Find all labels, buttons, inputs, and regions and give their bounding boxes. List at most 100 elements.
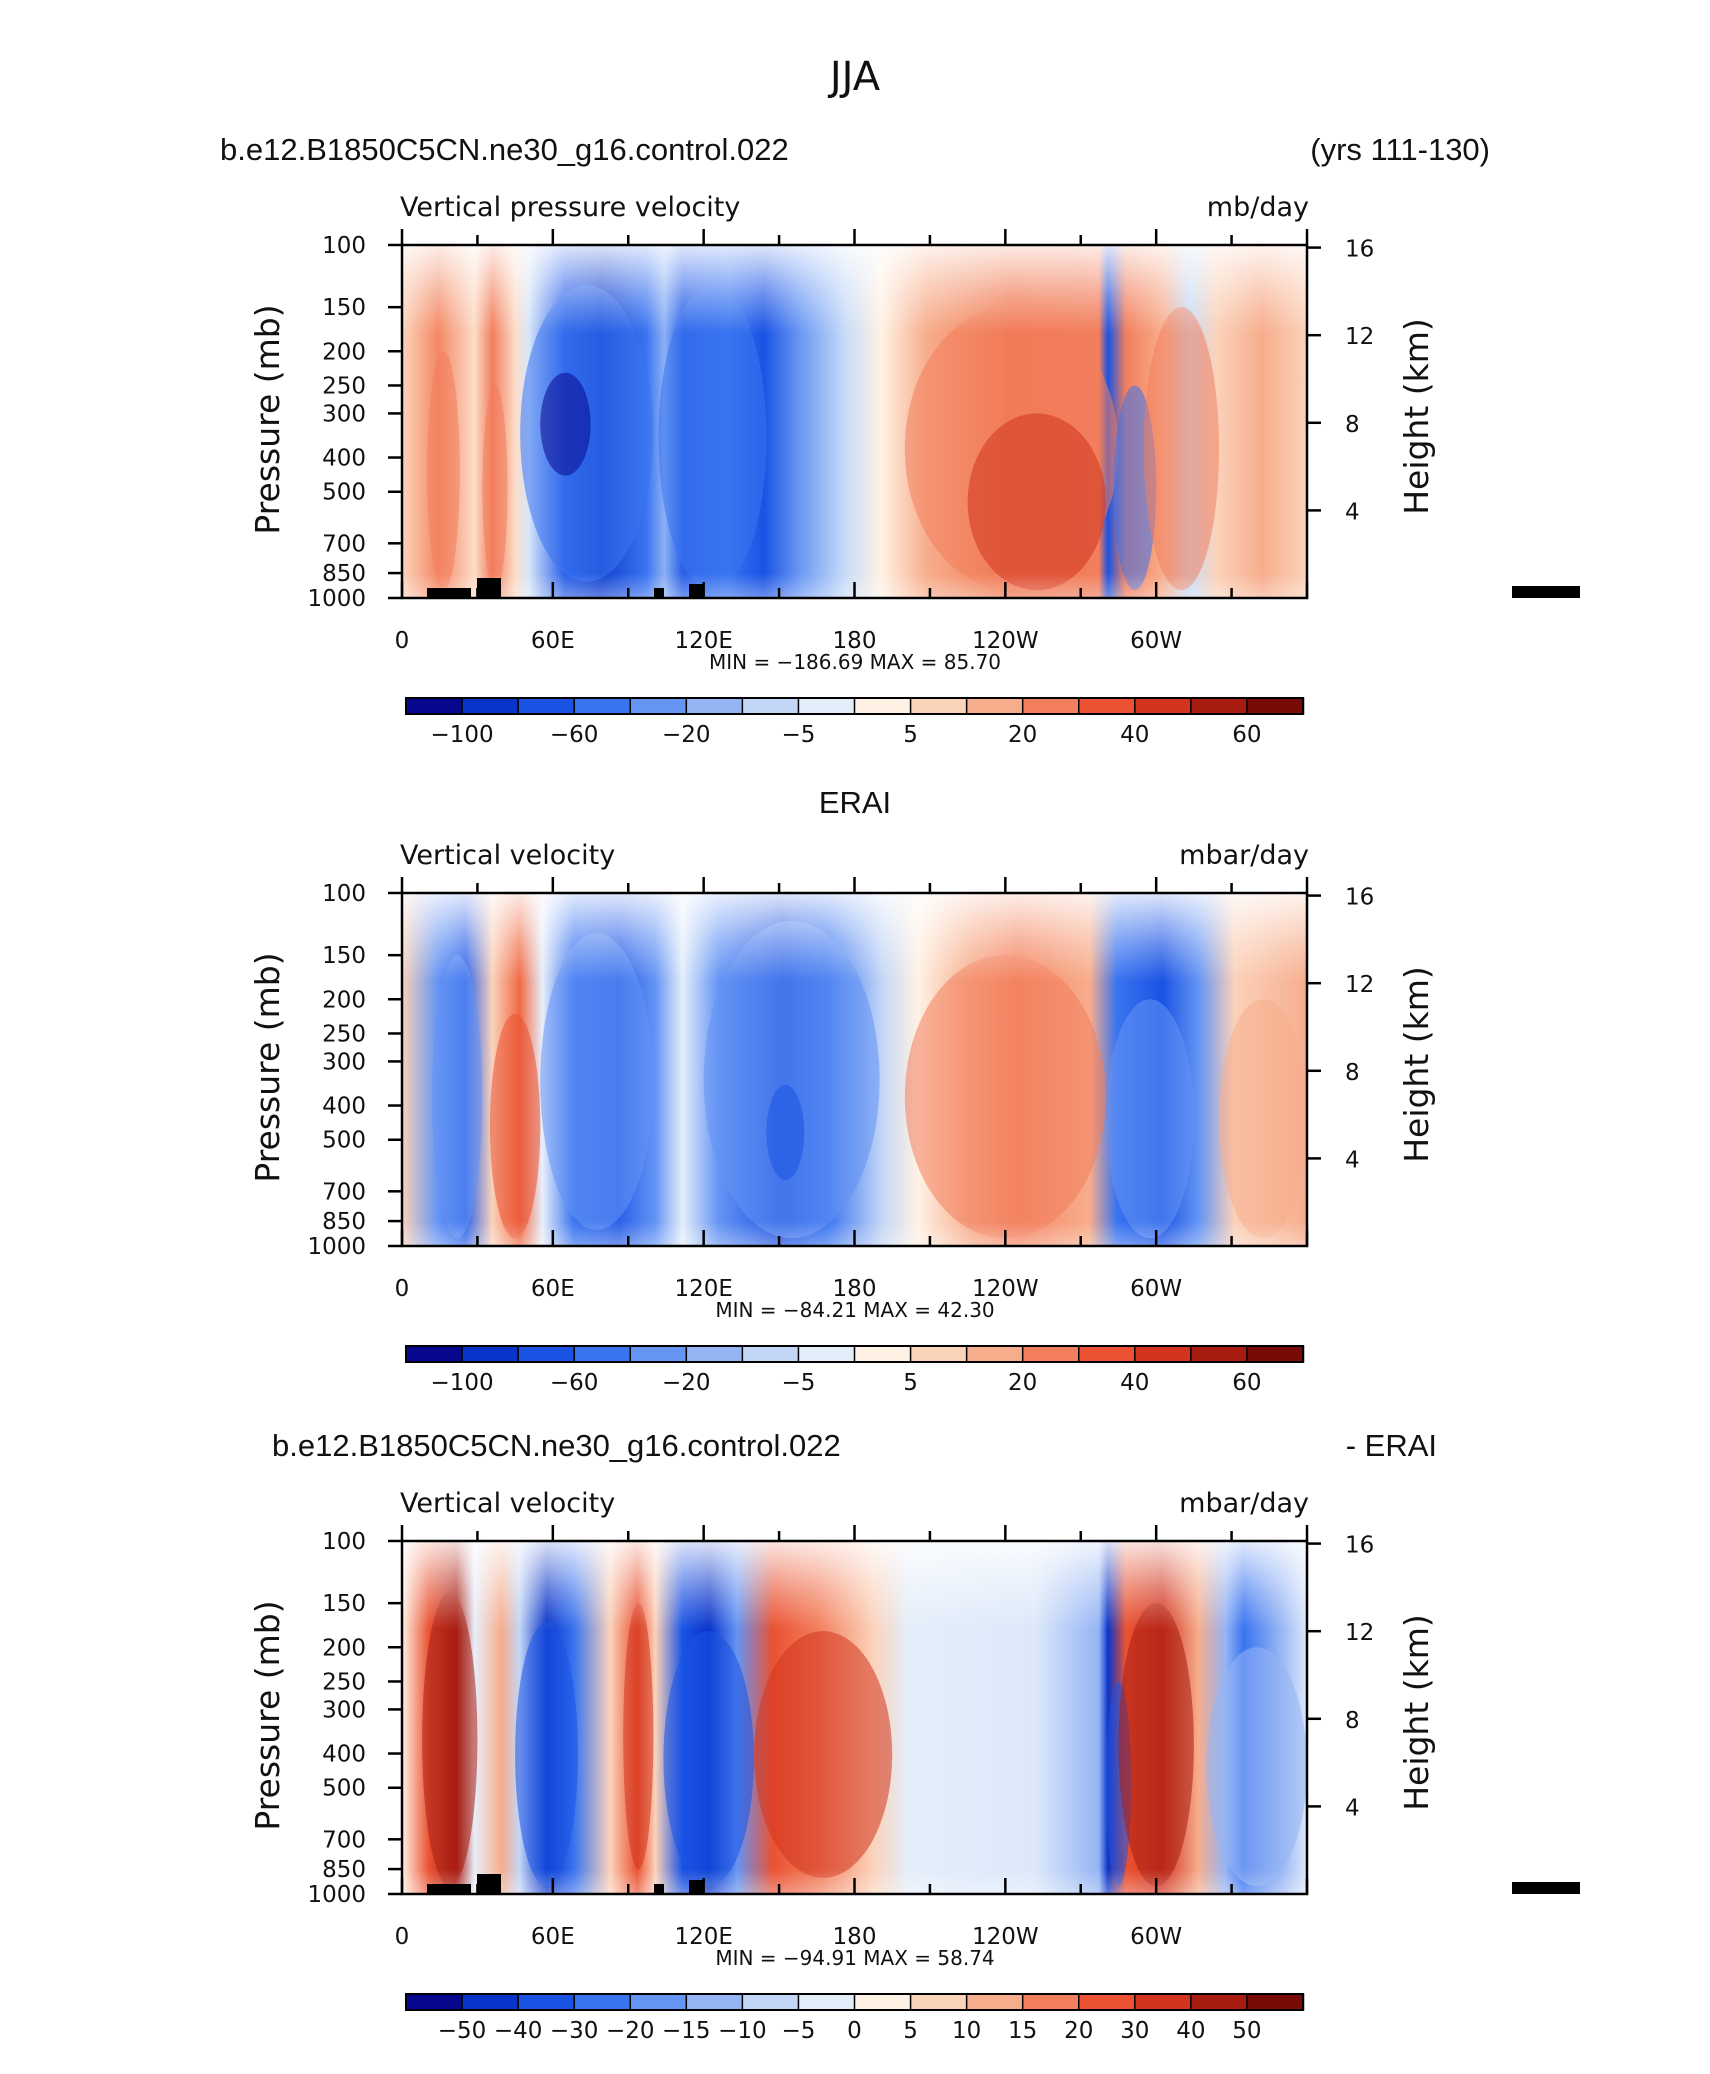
colorbar-swatch — [1078, 1345, 1137, 1363]
y-tick-label: 100 — [322, 881, 366, 907]
y-tick-label: 700 — [322, 1827, 366, 1853]
field-fade — [402, 1541, 1307, 1894]
colorbar-label: 5 — [903, 1370, 918, 1396]
y-tick-right-label: 16 — [1345, 1533, 1374, 1559]
colorbar-swatch — [853, 1345, 912, 1363]
colorbar-swatch — [461, 1993, 520, 2011]
colorbar-swatch — [685, 697, 744, 715]
colorbar-swatch — [909, 1993, 968, 2011]
y-axis-right-title: Height (km) — [1397, 966, 1436, 1163]
colorbar-label: 0 — [847, 2018, 862, 2044]
colorbar-swatch — [461, 1345, 520, 1363]
variable-label: Vertical velocity — [400, 1488, 615, 1519]
panels: b.e12.B1850C5CN.ne30_g16.control.022 (yrs… — [220, 132, 1580, 2044]
y-tick-label: 850 — [322, 1209, 366, 1235]
y-tick-right-label: 16 — [1345, 885, 1374, 911]
colorbar-swatch — [1246, 1993, 1305, 2011]
x-tick-label: 120E — [674, 1276, 732, 1302]
min-max-label: MIN = −186.69 MAX = 85.70 — [709, 650, 1001, 674]
y-axis-right-title: Height (km) — [1397, 318, 1436, 515]
y-tick-label: 500 — [322, 1776, 366, 1802]
colorbar-label: −100 — [430, 1370, 493, 1396]
land-block — [427, 588, 471, 598]
y-tick-right-label: 16 — [1345, 237, 1374, 263]
x-tick-label: 180 — [833, 1924, 877, 1950]
colorbar-label: 60 — [1232, 722, 1261, 748]
colorbar-label: 20 — [1008, 1370, 1037, 1396]
y-tick-label: 100 — [322, 1529, 366, 1555]
colorbar-swatch — [405, 1993, 464, 2011]
land-block — [1512, 1882, 1580, 1894]
x-tick-label: 60W — [1130, 1924, 1182, 1950]
colorbar-label: 50 — [1232, 2018, 1261, 2044]
y-tick-right-label: 4 — [1345, 1795, 1360, 1821]
y-tick-right-label: 8 — [1345, 412, 1360, 438]
y-tick-right-label: 12 — [1345, 324, 1374, 350]
colorbar-frame — [405, 1993, 1304, 2011]
y-tick-label: 400 — [322, 1094, 366, 1120]
x-tick-label: 60E — [531, 1924, 575, 1950]
y-tick-label: 250 — [322, 1021, 366, 1047]
land-block — [654, 588, 664, 598]
colorbar-swatch — [573, 1345, 632, 1363]
colorbar-label: 5 — [903, 722, 918, 748]
colorbar-swatch — [517, 1345, 576, 1363]
y-tick-right-label: 12 — [1345, 1620, 1374, 1646]
x-tick-label: 60E — [531, 1276, 575, 1302]
colorbar-swatch — [853, 1993, 912, 2011]
land-block — [499, 1884, 501, 1894]
land-block — [477, 578, 501, 598]
land-block — [477, 1874, 501, 1894]
variable-label: Vertical velocity — [400, 840, 615, 871]
colorbar-swatch — [629, 697, 688, 715]
y-tick-label: 200 — [322, 1635, 366, 1661]
land-block — [654, 1884, 664, 1894]
colorbar-swatch — [965, 1993, 1024, 2011]
colorbar-label: −20 — [662, 722, 711, 748]
y-tick-label: 700 — [322, 1179, 366, 1205]
colorbar-swatch — [1134, 1993, 1193, 2011]
colorbar-swatch — [1246, 1345, 1305, 1363]
colorbar-swatch — [405, 697, 464, 715]
colorbar-swatch — [685, 1993, 744, 2011]
land-block — [499, 588, 501, 598]
y-tick-right-label: 8 — [1345, 1060, 1360, 1086]
x-tick-label: 60W — [1130, 628, 1182, 654]
land-block — [689, 1880, 704, 1894]
y-tick-label: 300 — [322, 1697, 366, 1723]
panel-header-right: (yrs 111-130) — [1310, 132, 1490, 167]
y-tick-label: 400 — [322, 446, 366, 472]
colorbar-label: −60 — [550, 1370, 599, 1396]
colorbar-label: −20 — [662, 1370, 711, 1396]
colorbar-label: −40 — [494, 2018, 543, 2044]
colorbar-swatch — [629, 1993, 688, 2011]
colorbar-swatch — [517, 697, 576, 715]
colorbar-swatch — [1021, 697, 1080, 715]
field-fade — [402, 245, 1307, 598]
colorbar-swatch — [685, 1345, 744, 1363]
y-tick-label: 100 — [322, 233, 366, 259]
panel-2: ERAI Vertical velocity mbar/day 0 60E 120E 180… — [248, 785, 1436, 1396]
panel-header-left: b.e12.B1850C5CN.ne30_g16.control.022 — [220, 132, 789, 167]
y-tick-label: 850 — [322, 1857, 366, 1883]
panel-3: b.e12.B1850C5CN.ne30_g16.control.022 - ER… — [248, 1428, 1580, 2044]
land-block — [689, 584, 704, 598]
land-block — [427, 1884, 471, 1894]
colorbar-swatch — [1078, 1993, 1137, 2011]
colorbar-label: −20 — [606, 2018, 655, 2044]
y-tick-label: 150 — [322, 295, 366, 321]
colorbar: −100 −60 −20 −5 5 20 40 60 — [405, 1345, 1305, 1396]
colorbar-label: 40 — [1176, 2018, 1205, 2044]
y-tick-label: 250 — [322, 373, 366, 399]
colorbar-label: −100 — [430, 722, 493, 748]
y-axis-title: Pressure (mb) — [248, 1600, 287, 1830]
x-tick-label: 120E — [674, 1924, 732, 1950]
panel-1: b.e12.B1850C5CN.ne30_g16.control.022 (yrs… — [220, 132, 1580, 748]
x-tick-label: 180 — [833, 628, 877, 654]
colorbar-swatch — [797, 1993, 856, 2011]
colorbar-label: 20 — [1064, 2018, 1093, 2044]
colorbar-swatch — [1134, 697, 1193, 715]
colorbar-swatch — [629, 1345, 688, 1363]
colorbar-frame — [405, 1345, 1304, 1363]
